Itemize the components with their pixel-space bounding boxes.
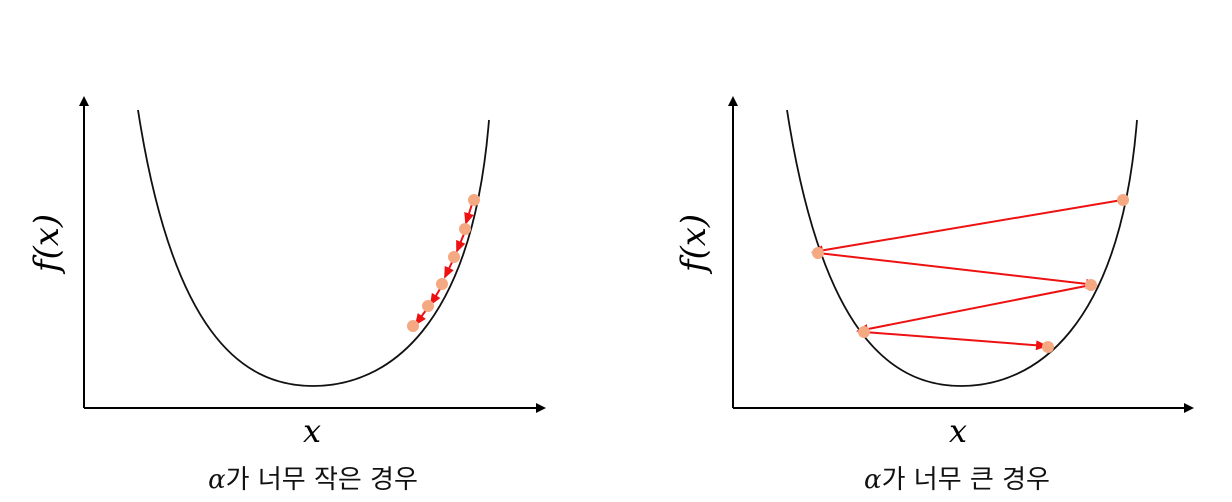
right-step-2 xyxy=(817,252,1098,289)
left-caption-symbol: α xyxy=(208,465,226,495)
left-point xyxy=(422,300,434,312)
right-point xyxy=(858,326,870,338)
right-y-label: f(x) xyxy=(674,214,714,275)
right-caption: α가 너무 큰 경우 xyxy=(864,465,1050,495)
right-point xyxy=(1042,341,1054,353)
left-point xyxy=(407,320,419,332)
right-step-3 xyxy=(856,284,1092,334)
left-point xyxy=(448,251,460,263)
right-point xyxy=(1085,279,1097,291)
right-x-label: x xyxy=(949,412,967,450)
left-loss-curve xyxy=(137,109,490,387)
right-steps xyxy=(811,199,1123,351)
right-loss-curve xyxy=(786,109,1138,387)
panel-large-alpha: f(x) x α가 너무 큰 경우 xyxy=(674,96,1194,495)
left-caption-text: 가 너무 작은 경우 xyxy=(226,465,418,495)
right-caption-symbol: α xyxy=(864,465,882,495)
left-x-label: x xyxy=(303,412,321,450)
left-point xyxy=(459,223,471,235)
right-point xyxy=(812,247,824,259)
right-step-4 xyxy=(863,331,1048,351)
right-step-1 xyxy=(811,199,1123,256)
left-y-label: f(x) xyxy=(27,214,67,275)
right-caption-text: 가 너무 큰 경우 xyxy=(882,465,1050,495)
left-caption: α가 너무 작은 경우 xyxy=(208,465,418,495)
left-points xyxy=(407,194,480,332)
panel-small-alpha: f(x) x α가 너무 작은 경우 xyxy=(27,96,546,495)
left-point xyxy=(468,194,480,206)
right-point xyxy=(1117,194,1129,206)
left-point xyxy=(436,278,448,290)
right-points xyxy=(812,194,1129,353)
